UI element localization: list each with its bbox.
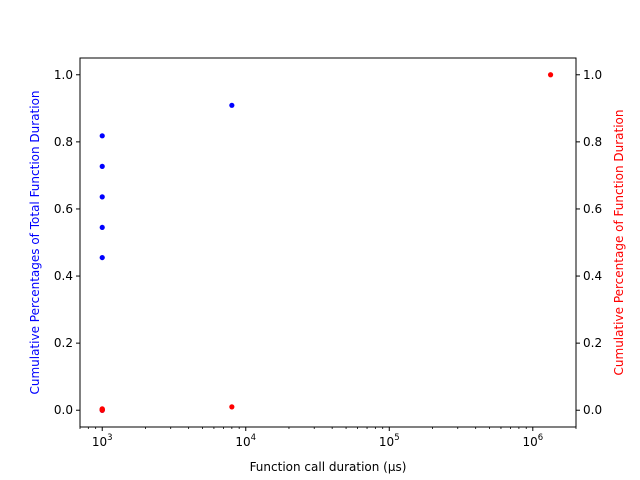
axis-ticks: 103 104 105 106 0.0 0.2 0.4 0.6 0.8 1.0 0.0 0.2 0.4 0… [54, 68, 602, 449]
data-points [99, 72, 554, 413]
y-axis-label-left: Cumulative Percentages of Total Function… [28, 90, 42, 394]
data-point-blue [99, 224, 105, 231]
plot-frame [79, 57, 577, 428]
y-tick-label-right: 0.2 [583, 336, 602, 350]
y-tick-label-left: 0.8 [54, 135, 73, 149]
y-tick-label-right: 0.6 [583, 202, 602, 216]
data-point-red [99, 406, 105, 412]
data-point-red [547, 72, 554, 78]
data-point-blue [99, 194, 105, 200]
y-tick-label-left: 0.2 [54, 336, 73, 350]
y-tick-label-left: 0.4 [54, 269, 73, 283]
y-tick-label-left: 0.6 [54, 202, 73, 216]
data-point-blue [229, 102, 235, 108]
data-point-red [229, 404, 235, 410]
data-point-blue [99, 254, 105, 261]
y-tick-label-left: 1.0 [54, 68, 73, 82]
y-tick-label-right: 0.0 [583, 403, 602, 417]
y-tick-label-right: 0.4 [583, 269, 602, 283]
x-tick-label: 105 [379, 433, 400, 449]
y-tick-label-right: 1.0 [583, 68, 602, 82]
x-axis-label: Function call duration (μs) [250, 460, 407, 474]
y-axis-label-right: Cumulative Percentage of Function Durati… [612, 110, 626, 376]
y-tick-label-left: 0.0 [54, 403, 73, 417]
data-point-blue [99, 133, 105, 139]
x-tick-label: 106 [522, 433, 543, 449]
x-tick-label: 104 [235, 433, 256, 449]
data-point-blue [99, 163, 105, 169]
x-tick-label: 103 [92, 433, 113, 449]
y-tick-label-right: 0.8 [583, 135, 602, 149]
